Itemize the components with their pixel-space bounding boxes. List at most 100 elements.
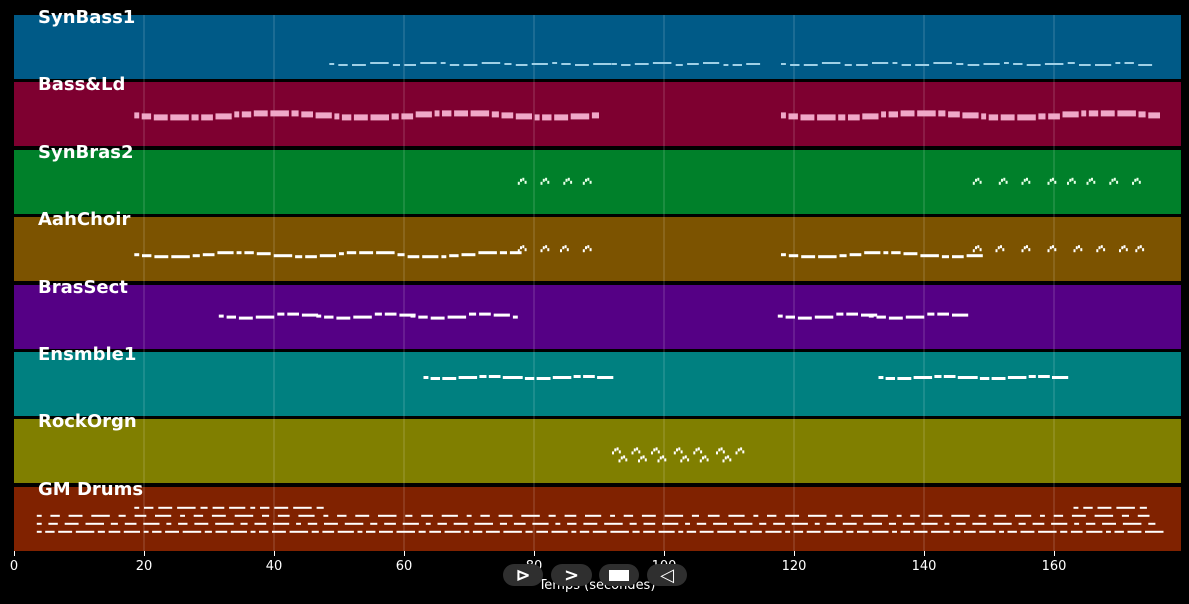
note — [298, 514, 315, 517]
note — [618, 450, 621, 454]
note — [1021, 249, 1024, 253]
note — [437, 522, 447, 525]
note — [979, 377, 990, 380]
note — [334, 113, 340, 120]
note — [1069, 178, 1072, 182]
track-lane[interactable] — [14, 486, 1181, 551]
play-icon: > — [563, 564, 580, 586]
note — [739, 530, 747, 533]
note — [277, 514, 290, 517]
note — [307, 522, 318, 525]
note — [270, 110, 289, 117]
note — [892, 530, 897, 533]
note — [1074, 522, 1080, 525]
note — [370, 522, 378, 525]
note — [346, 251, 357, 255]
next-button[interactable]: ◁ — [647, 564, 687, 586]
note — [430, 377, 440, 380]
note — [642, 455, 645, 459]
note — [256, 252, 271, 256]
x-tick-label: 120 — [781, 559, 807, 574]
note — [548, 514, 556, 517]
note — [791, 522, 808, 525]
note — [814, 315, 834, 319]
note — [888, 111, 898, 118]
note — [994, 514, 1007, 517]
note — [1115, 62, 1121, 64]
note — [713, 522, 727, 525]
note — [1088, 178, 1091, 182]
note — [260, 506, 270, 509]
track-lane[interactable] — [14, 15, 1181, 79]
note — [287, 312, 299, 316]
note — [370, 62, 389, 64]
note — [316, 314, 322, 318]
note — [1028, 248, 1031, 252]
note — [664, 458, 667, 462]
note — [707, 514, 720, 517]
note — [1023, 178, 1026, 182]
note — [938, 110, 946, 117]
note — [1148, 112, 1160, 119]
note — [144, 506, 154, 509]
previous-button[interactable]: ⊳ — [503, 564, 543, 586]
note — [587, 245, 590, 249]
note — [676, 448, 678, 452]
note — [793, 530, 804, 533]
note — [1047, 249, 1050, 253]
note — [746, 63, 761, 65]
note — [1086, 181, 1089, 185]
note — [737, 448, 740, 452]
x-tick-mark — [924, 551, 925, 556]
note — [699, 459, 702, 463]
note — [329, 63, 335, 65]
note — [610, 530, 629, 533]
note — [229, 506, 246, 509]
note — [591, 112, 599, 119]
note — [234, 514, 254, 517]
note — [324, 522, 338, 525]
track-lane[interactable] — [14, 419, 1181, 484]
note — [781, 112, 786, 119]
note — [134, 112, 140, 119]
x-tick-mark — [534, 551, 535, 556]
note — [673, 451, 676, 455]
note — [522, 245, 525, 249]
track-lane[interactable] — [14, 217, 1181, 282]
note — [777, 314, 783, 318]
x-tick-mark — [274, 551, 275, 556]
track-lane[interactable] — [14, 149, 1181, 214]
note — [826, 522, 836, 525]
note — [753, 514, 759, 517]
note — [644, 458, 647, 462]
track-lane[interactable] — [14, 352, 1181, 416]
note — [554, 114, 569, 121]
note — [1000, 114, 1015, 121]
note — [545, 245, 548, 249]
note — [1111, 178, 1114, 182]
note — [643, 522, 656, 525]
note — [1038, 530, 1057, 533]
note — [463, 64, 478, 66]
note — [1023, 246, 1026, 250]
note — [194, 522, 209, 525]
note — [1145, 530, 1164, 533]
note — [1054, 248, 1057, 252]
note — [291, 110, 299, 117]
note — [678, 447, 681, 451]
note — [564, 514, 577, 517]
note — [781, 253, 786, 257]
note — [664, 514, 684, 517]
note — [259, 530, 269, 533]
play-button[interactable]: > — [551, 564, 592, 586]
note — [1048, 113, 1060, 120]
note — [110, 522, 118, 525]
track-lane[interactable] — [14, 284, 1181, 349]
note — [629, 522, 637, 525]
note — [851, 514, 863, 517]
stop-button[interactable] — [599, 564, 639, 586]
note — [724, 456, 727, 460]
note — [937, 312, 949, 316]
note — [515, 113, 532, 120]
x-tick-mark — [14, 551, 15, 556]
